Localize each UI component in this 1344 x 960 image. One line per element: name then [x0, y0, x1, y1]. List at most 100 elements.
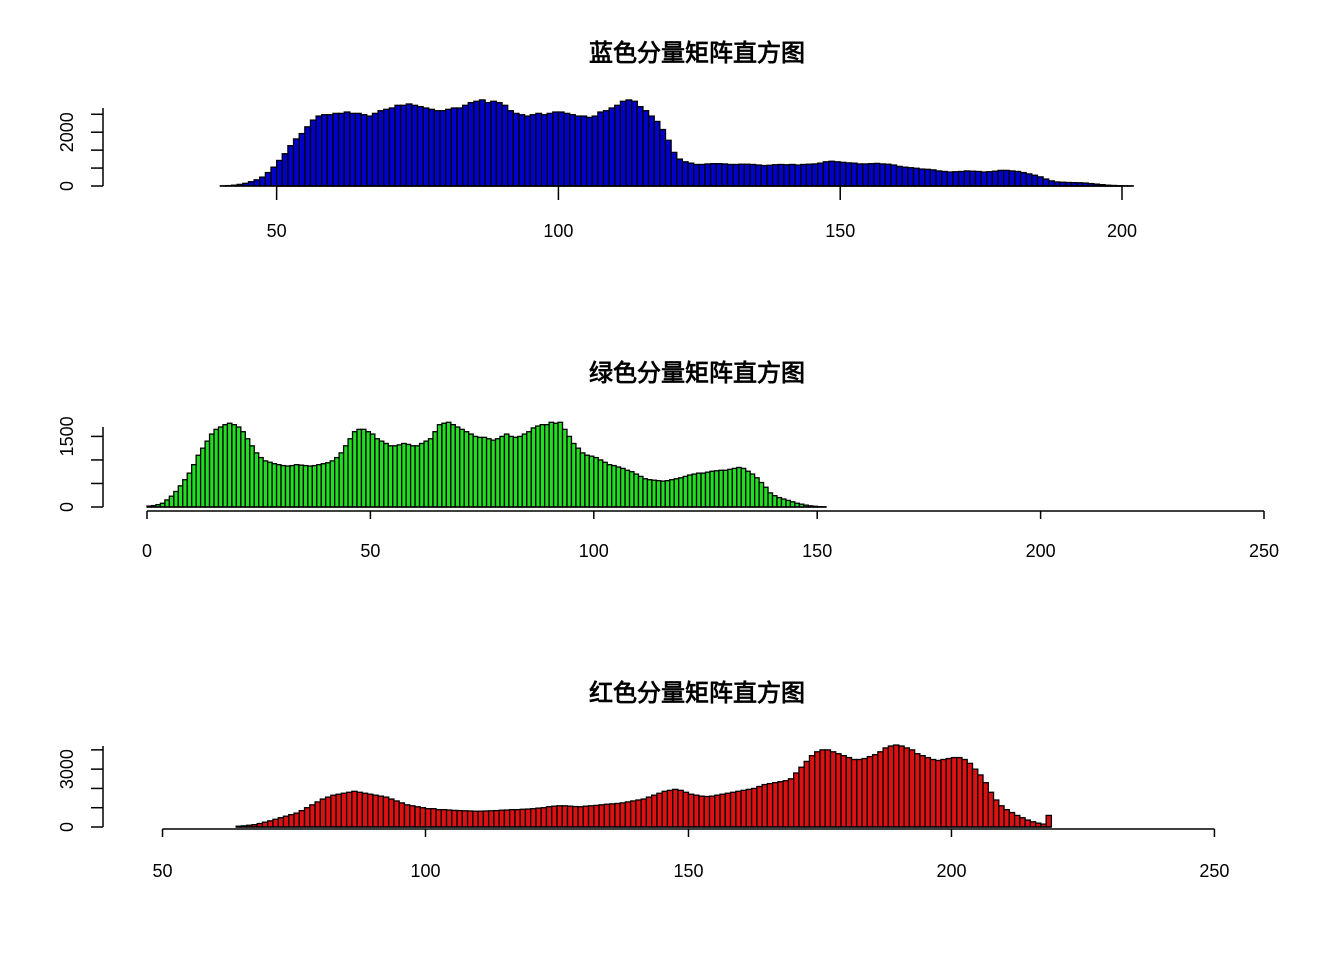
histogram-bar: [805, 163, 813, 187]
green-bars: [146, 421, 827, 508]
histogram-bar: [503, 809, 511, 828]
histogram-bar: [377, 110, 385, 187]
histogram-bar: [740, 789, 747, 828]
histogram-bar: [756, 785, 763, 828]
histogram-bar: [850, 162, 858, 187]
histogram-bar: [231, 423, 238, 508]
histogram-bar: [588, 455, 595, 508]
histogram-bar: [877, 751, 884, 828]
histogram-bar: [298, 809, 306, 828]
histogram-bar: [783, 164, 791, 187]
histogram-bar: [494, 438, 501, 508]
histogram-bar: [399, 104, 407, 187]
histogram-bar: [721, 163, 729, 187]
histogram-bar: [907, 167, 915, 187]
histogram-bar: [182, 479, 188, 508]
histogram-bar: [867, 163, 875, 187]
histogram-bar: [360, 428, 367, 508]
histogram-bar: [262, 460, 269, 508]
histogram-bar: [275, 159, 283, 187]
histogram-bar: [387, 445, 394, 508]
histogram-bar: [771, 164, 779, 187]
histogram-bar: [785, 499, 792, 508]
x-tick-label: 50: [360, 541, 380, 561]
histogram-bar: [918, 168, 926, 187]
histogram-bar: [660, 480, 666, 508]
histogram-bar: [776, 496, 783, 508]
histogram-bar: [1019, 171, 1027, 187]
histogram-bar: [771, 495, 778, 508]
histogram-bar: [919, 754, 926, 828]
histogram-bar: [681, 161, 689, 187]
histogram-bar: [619, 802, 627, 828]
histogram-bar: [628, 471, 635, 508]
histogram-bar: [732, 163, 740, 187]
histogram-bar: [803, 760, 811, 828]
blue-x-axis: 50 100 150 200: [267, 185, 1137, 241]
histogram-bar: [544, 423, 550, 508]
histogram-bar: [1019, 817, 1026, 828]
histogram-bar: [645, 796, 653, 828]
histogram-bar: [267, 820, 274, 828]
y-tick-label: 1500: [57, 416, 77, 456]
histogram-bar: [450, 423, 456, 508]
histogram-bar: [829, 751, 837, 828]
histogram-bar: [337, 112, 345, 187]
histogram-bar: [722, 469, 729, 508]
histogram-bar: [593, 804, 600, 828]
histogram-bar: [670, 151, 678, 187]
histogram-bar: [682, 475, 689, 508]
histogram-bar: [572, 805, 579, 828]
green-chart-title: 绿色分量矩阵直方图: [589, 358, 805, 387]
histogram-bar: [168, 495, 175, 508]
histogram-bar: [514, 808, 521, 828]
histogram-bar: [340, 792, 348, 828]
histogram-bar: [557, 111, 565, 187]
histogram-bar: [454, 426, 461, 508]
histogram-bar: [487, 810, 495, 828]
histogram-bar: [580, 115, 588, 187]
histogram-bar: [311, 464, 318, 508]
histogram-bar: [704, 163, 712, 187]
histogram-bar: [374, 438, 380, 508]
histogram-bar: [724, 792, 732, 828]
histogram-bar: [987, 791, 995, 828]
histogram-bar: [485, 438, 492, 508]
histogram-bar: [566, 805, 574, 828]
histogram-bar: [396, 444, 403, 508]
histogram-bar: [356, 428, 363, 508]
histogram-bar: [414, 445, 421, 508]
x-tick-label: 100: [410, 861, 440, 881]
green-y-axis: 0 1500: [57, 416, 104, 512]
histogram-bar: [561, 428, 568, 508]
histogram-bar: [574, 115, 582, 187]
histogram-bar: [788, 163, 796, 187]
histogram-bar: [713, 470, 720, 508]
histogram-bar: [642, 110, 650, 187]
histogram-bar: [845, 756, 853, 828]
histogram-bar: [499, 435, 506, 508]
histogram-bar: [575, 447, 582, 508]
histogram-bar: [952, 171, 960, 187]
histogram-bar: [539, 423, 546, 508]
histogram-bar: [950, 756, 958, 828]
histogram-bar: [839, 161, 847, 187]
histogram-bar: [530, 808, 537, 828]
x-tick-label: 200: [1107, 221, 1137, 241]
x-tick-label: 0: [142, 541, 152, 561]
histogram-bar: [664, 479, 671, 508]
histogram-bar: [259, 176, 267, 187]
histogram-bar: [760, 164, 768, 187]
histogram-bar: [726, 163, 734, 187]
histogram-bar: [277, 817, 285, 828]
histogram-bar: [461, 810, 469, 828]
histogram-bar: [693, 794, 700, 828]
histogram-bar: [845, 162, 853, 187]
histogram-bar: [587, 805, 595, 828]
histogram-bar: [484, 101, 492, 187]
histogram-bar: [393, 800, 400, 828]
histogram-bar: [382, 796, 390, 828]
histogram-bar: [490, 100, 498, 187]
histogram-bar: [745, 788, 753, 828]
histogram-bar: [992, 799, 1000, 828]
